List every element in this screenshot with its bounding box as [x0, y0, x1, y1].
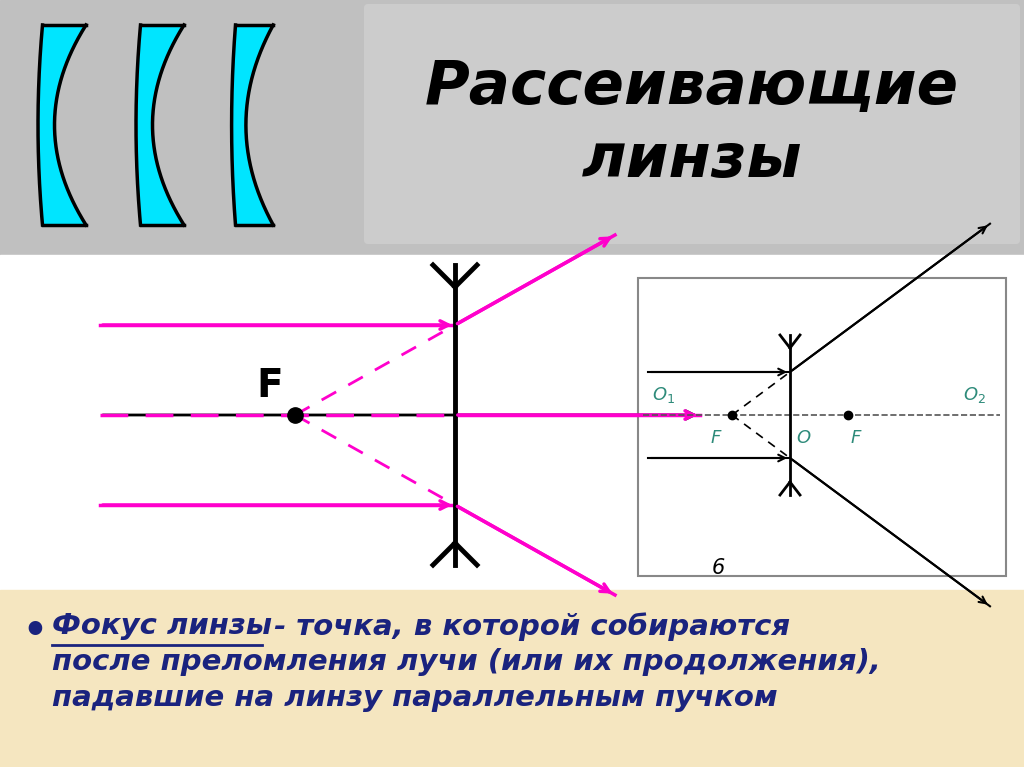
Bar	[0, 255, 1024, 590]
Text: - точка, в которой собираются: - точка, в которой собираются	[264, 612, 791, 640]
Text: падавшие на линзу параллельным пучком: падавшие на линзу параллельным пучком	[52, 684, 777, 712]
Text: после преломления лучи (или их продолжения),: после преломления лучи (или их продолжен…	[52, 648, 881, 676]
FancyBboxPatch shape	[364, 4, 1020, 244]
Text: $F$: $F$	[710, 429, 722, 447]
Text: •: •	[22, 612, 47, 650]
Text: Фокус линзы: Фокус линзы	[52, 612, 272, 640]
Text: F: F	[256, 367, 283, 405]
Text: $O_1$: $O_1$	[652, 385, 675, 405]
Bar	[638, 278, 1006, 576]
Text: $O$: $O$	[796, 429, 811, 447]
Text: $F$: $F$	[850, 429, 862, 447]
Text: $O_2$: $O_2$	[963, 385, 986, 405]
Bar	[0, 0, 1024, 255]
Text: 6: 6	[712, 558, 725, 578]
Bar	[0, 590, 1024, 767]
Text: Рассеивающие
линзы: Рассеивающие линзы	[425, 58, 959, 190]
